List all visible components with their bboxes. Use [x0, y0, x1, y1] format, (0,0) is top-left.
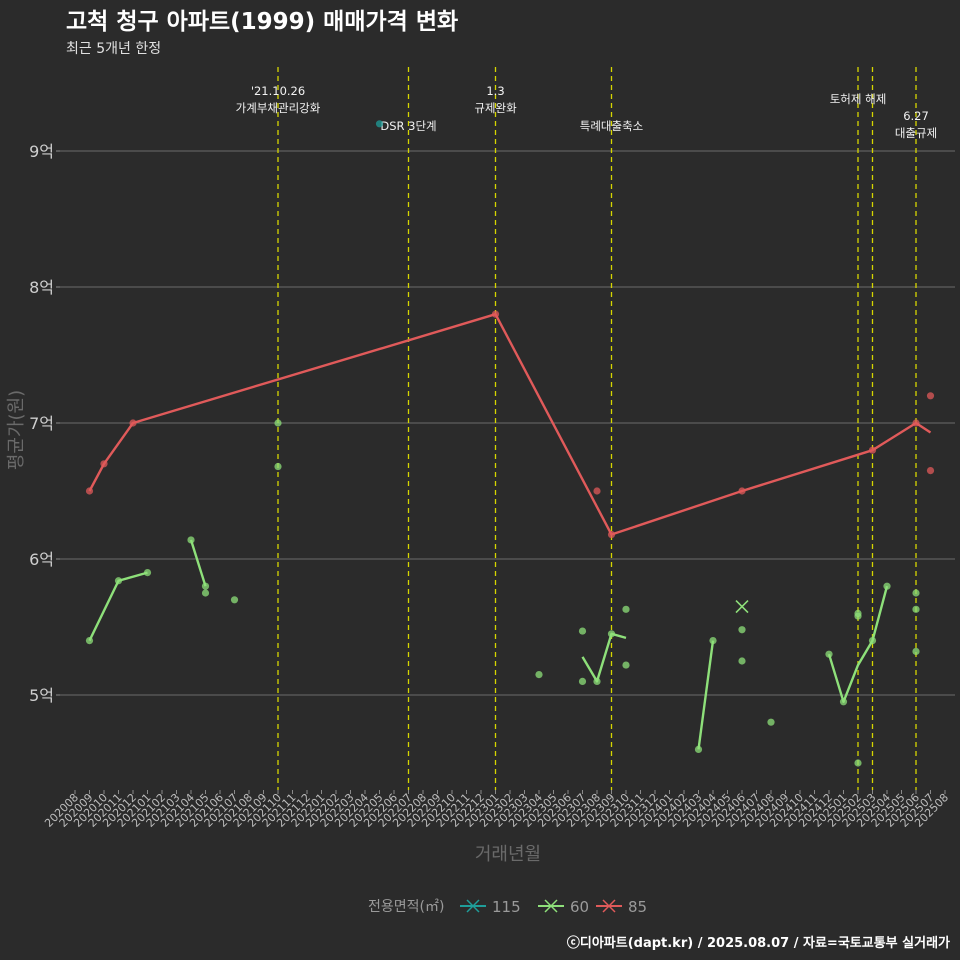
series-85-point — [926, 467, 935, 475]
y-axis-label: 평균가(원) — [6, 390, 27, 470]
y-tick-label: 9억 — [29, 142, 54, 161]
series-115-point — [375, 120, 384, 128]
series-60-point — [694, 745, 703, 754]
series-85-point — [593, 487, 601, 495]
legend: 전용면적(㎡) 115 60 85 — [368, 898, 647, 916]
series-60-point — [912, 647, 920, 656]
series-60-point — [825, 650, 833, 658]
series-60-point — [854, 612, 862, 620]
y-tick-label: 6억 — [29, 550, 54, 569]
series-60-point — [607, 630, 616, 638]
legend-label: 85 — [628, 898, 647, 916]
series-60-point — [883, 582, 891, 590]
series-60-line — [581, 632, 627, 683]
series-60-point — [839, 698, 848, 706]
x-axis-label: 거래년월 — [475, 844, 541, 865]
series-60 — [85, 419, 920, 767]
legend-label: 115 — [492, 898, 521, 916]
series-60-point — [912, 605, 920, 613]
y-tick-label: 7억 — [29, 414, 54, 433]
x-axis-ticks: 2020082020092020102020112020122021012021… — [42, 790, 951, 830]
series-85-point — [607, 530, 616, 539]
series-60-point — [230, 596, 239, 604]
legend-title: 전용면적(㎡) — [368, 899, 444, 915]
series-85-point — [912, 419, 920, 427]
y-gridlines — [60, 150, 955, 696]
policy-annotation-text: 규제완화 — [474, 101, 517, 115]
chart-subtitle: 최근 5개년 한정 — [66, 41, 161, 57]
policy-lines — [277, 67, 917, 790]
series-60-point — [767, 718, 775, 726]
policy-annotation-text: 1.3 — [486, 84, 504, 98]
series-60-point — [114, 577, 123, 585]
series-85 — [85, 310, 935, 539]
series-85-point — [100, 460, 108, 468]
legend-swatch-cross — [466, 899, 480, 913]
series-60-point — [854, 759, 862, 767]
series-85-point — [129, 419, 137, 427]
series-60-point — [578, 627, 587, 635]
series-60-point — [912, 589, 920, 597]
series-60-point — [535, 671, 543, 679]
legend-swatch-cross — [544, 899, 558, 913]
series-group — [85, 120, 935, 767]
series-60-point — [738, 626, 746, 634]
series-60-line — [697, 640, 715, 750]
policy-annotation-text: 6.27 — [903, 109, 929, 123]
series-60-cross — [735, 600, 749, 614]
series-85-point — [491, 310, 500, 318]
y-tick-label: 5억 — [29, 686, 54, 705]
policy-annotation-text: 토허제 해제 — [830, 92, 887, 106]
series-60-point — [709, 637, 717, 645]
series-60-point — [738, 657, 746, 665]
series-60-point — [622, 661, 630, 669]
series-115 — [375, 120, 384, 128]
series-85-point — [868, 446, 877, 454]
series-60-point — [622, 605, 630, 613]
series-85-line — [88, 313, 932, 536]
chart-title: 고척 청구 아파트(1999) 매매가격 변화 — [66, 9, 458, 35]
series-60-point — [143, 569, 152, 577]
policy-annotation-text: 특례대출축소 — [580, 119, 643, 133]
policy-annotation-text: 가계부채관리강화 — [236, 101, 321, 115]
y-axis-ticks: 5억 6억 7억 8억 9억 — [29, 142, 60, 705]
series-85-point — [85, 487, 94, 495]
series-60-point — [274, 419, 282, 427]
series-60-point — [868, 637, 877, 645]
legend-swatch-cross — [602, 899, 616, 913]
policy-annotation-text: '21.10.26 — [251, 84, 305, 98]
legend-label: 60 — [570, 898, 589, 916]
policy-annotation-text: 대출규제 — [895, 126, 937, 140]
series-60-point — [85, 637, 94, 645]
series-60-point — [201, 589, 210, 597]
y-tick-label: 8억 — [29, 278, 54, 297]
series-60-line — [189, 539, 207, 587]
series-60-point — [201, 582, 210, 590]
series-85-point — [738, 487, 746, 495]
series-60-line — [827, 585, 889, 703]
series-60-point — [274, 462, 282, 471]
series-60-point — [187, 536, 195, 544]
series-85-point — [926, 392, 935, 400]
series-60-point — [578, 677, 587, 686]
policy-annotation-text: DSR 3단계 — [380, 119, 436, 133]
series-60-point — [593, 677, 601, 686]
footer-credit: ⓒ디아파트(dapt.kr) / 2025.08.07 / 자료=국토교통부 실… — [567, 935, 950, 951]
